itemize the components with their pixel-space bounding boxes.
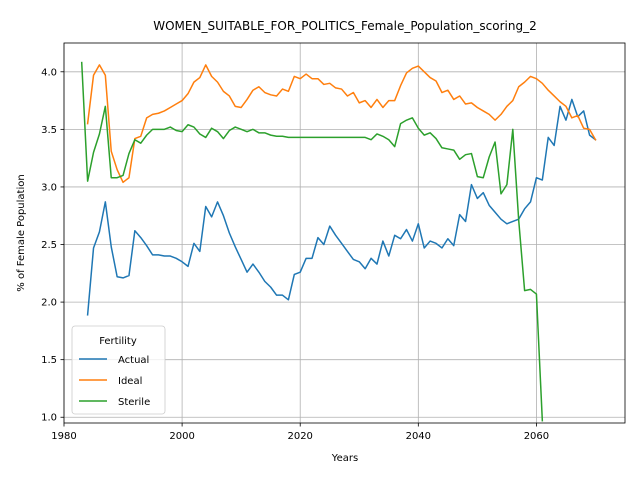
- legend-label-actual: Actual: [118, 355, 149, 366]
- x-axis-label: Years: [331, 453, 358, 464]
- chart-title: WOMEN_SUITABLE_FOR_POLITICS_Female_Popul…: [153, 19, 536, 33]
- grid-lines: [63, 43, 625, 423]
- series-line-actual: [86, 98, 597, 316]
- legend-label-ideal: Ideal: [118, 376, 142, 387]
- x-tick-label: 2020: [287, 431, 312, 442]
- legend-title: Fertility: [99, 336, 137, 347]
- series-lines: [80, 61, 597, 422]
- x-tick-label: 2040: [406, 431, 431, 442]
- x-tick-label: 1980: [51, 431, 76, 442]
- y-tick-label: 3.0: [41, 182, 57, 193]
- series-line-ideal: [86, 64, 597, 184]
- legend-items: Actual Ideal Sterile: [79, 355, 150, 408]
- legend-label-sterile: Sterile: [118, 397, 150, 408]
- y-tick-label: 1.5: [41, 355, 57, 366]
- x-axis-ticks: 1980 2000 2020 2040 2060: [51, 423, 549, 442]
- y-tick-label: 3.5: [41, 125, 57, 136]
- legend-box: [71, 325, 166, 415]
- y-tick-label: 2.0: [41, 298, 57, 309]
- plot-frame: [63, 42, 626, 424]
- series-line-sterile: [80, 61, 544, 422]
- y-axis-ticks: 1.0 1.5 2.0 2.5 3.0 3.5 4.0: [41, 67, 64, 424]
- y-tick-label: 2.5: [41, 240, 57, 251]
- y-axis-label: % of Female Population: [16, 174, 27, 291]
- x-tick-label: 2060: [524, 431, 549, 442]
- legend: Fertility Actual Ideal Sterile: [71, 325, 166, 415]
- x-tick-label: 2000: [169, 431, 194, 442]
- y-tick-label: 4.0: [41, 67, 57, 78]
- y-tick-label: 1.0: [41, 413, 57, 424]
